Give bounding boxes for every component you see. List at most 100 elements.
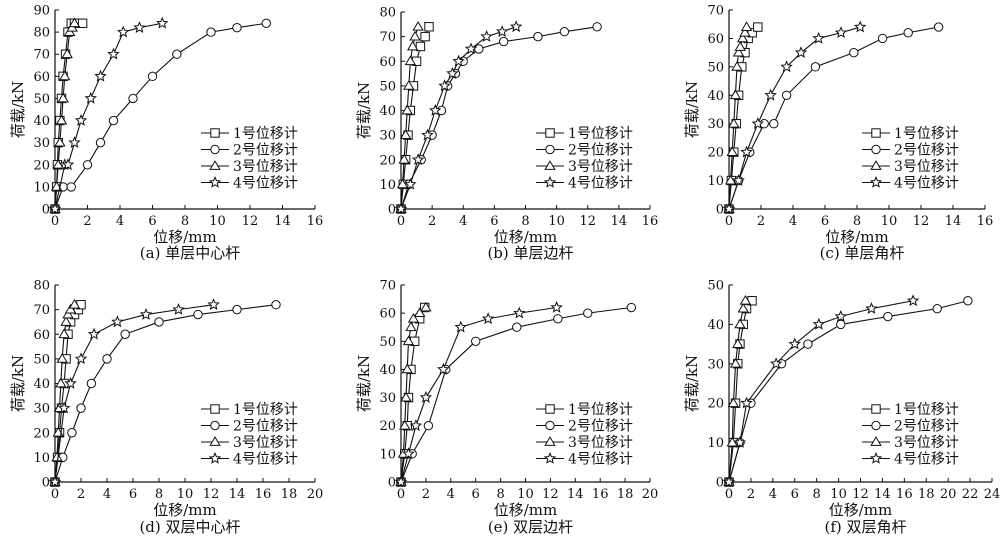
data-point (261, 18, 271, 28)
y-axis-label: 荷载/kN (9, 355, 27, 412)
data-point (111, 315, 124, 328)
series-4 (48, 16, 169, 215)
data-point (400, 391, 412, 402)
panel-f: 0 2 4 6 8 10 12 14 16 18 20 22 2401020304050位移/mm荷载/… (683, 279, 1000, 537)
data-point (154, 317, 164, 327)
series-line (400, 306, 557, 483)
data-point (139, 307, 153, 320)
x-tick-label: 2 (422, 487, 430, 502)
panel-a: 0 2 4 6 8 10 12 14 16 0 10 20 30 40 50 60 70 80 90 位移/mm 荷载/… (9, 4, 323, 263)
panel-caption: (a) 单层中心杆 (140, 244, 240, 262)
data-point (764, 88, 777, 101)
data-point (405, 321, 417, 332)
data-point (419, 391, 433, 403)
data-point (58, 328, 70, 339)
panel-caption: (d) 双层中心杆 (139, 518, 240, 536)
legend-marker (209, 160, 221, 170)
data-point (48, 202, 62, 215)
y-tick-label: 10 (33, 451, 50, 466)
legend-marker (543, 451, 557, 464)
data-point (207, 298, 220, 311)
data-point (810, 62, 821, 72)
y-tick-label: 40 (379, 363, 396, 378)
data-point (48, 475, 62, 488)
data-point (398, 153, 410, 164)
x-tick-label: 18 (281, 487, 298, 502)
y-tick-label: 70 (379, 279, 396, 294)
data-point (84, 91, 97, 104)
data-point (834, 309, 848, 322)
data-point (509, 20, 523, 33)
x-tick-label: 14 (567, 487, 584, 502)
legend-label: 3号位移计 (233, 435, 298, 451)
data-point (592, 22, 602, 32)
data-point (733, 436, 747, 448)
data-point (906, 294, 920, 307)
data-point (120, 329, 130, 339)
x-tick-label: 10 (177, 487, 194, 502)
legend-marker (545, 144, 555, 155)
y-tick-label: 0 (388, 476, 396, 491)
data-point (415, 41, 426, 52)
x-axis-label: 位移/mm (494, 228, 558, 246)
y-tick-label: 50 (707, 279, 724, 294)
y-tick-label: 40 (707, 89, 724, 104)
data-point (271, 300, 281, 310)
data-point (438, 79, 451, 92)
data-point (865, 302, 878, 314)
data-point (77, 18, 88, 28)
y-axis-label: 荷载/kN (683, 81, 701, 138)
legend-marker (545, 420, 555, 431)
legend-marker (870, 160, 882, 170)
data-point (732, 46, 745, 57)
x-tick-label: 0 (725, 487, 733, 502)
y-tick-label: 40 (33, 114, 50, 129)
x-tick-label: 6 (472, 487, 480, 502)
x-tick-label: 12 (242, 214, 259, 229)
data-point (550, 300, 563, 313)
x-tick-label: 2 (83, 214, 91, 229)
x-axis-label: 位移/mm (825, 228, 889, 246)
x-tick-label: 8 (155, 487, 163, 502)
data-point (471, 336, 481, 346)
data-point (62, 308, 74, 319)
x-tick-label: 2 (428, 214, 436, 229)
data-point (728, 117, 740, 128)
x-tick-label: 4 (447, 487, 455, 502)
data-point (64, 303, 77, 314)
y-tick-label: 70 (33, 48, 50, 63)
legend-label: 4号位移计 (233, 452, 298, 468)
y-tick-label: 50 (707, 60, 724, 75)
data-point (66, 182, 76, 192)
data-point (788, 337, 801, 350)
data-point (193, 309, 203, 320)
data-point (56, 353, 68, 363)
data-point (836, 319, 846, 330)
y-tick-label: 80 (33, 26, 50, 41)
series-line (400, 26, 419, 210)
data-point (55, 377, 67, 388)
data-point (480, 30, 493, 42)
x-tick-label: 16 (977, 214, 994, 229)
data-point (474, 44, 484, 54)
series-line (400, 26, 430, 210)
y-tick-label: 40 (33, 377, 50, 392)
y-tick-label: 50 (379, 79, 396, 94)
data-point (803, 339, 813, 349)
data-point (729, 89, 742, 100)
data-point (68, 17, 81, 28)
legend-label: 2号位移计 (894, 143, 959, 159)
x-tick-label: 14 (611, 214, 628, 229)
data-point (409, 419, 423, 432)
series-line (54, 22, 163, 210)
y-tick-label: 60 (707, 32, 724, 47)
data-point (626, 302, 637, 313)
x-tick-label: 16 (592, 487, 609, 502)
y-tick-label: 70 (379, 30, 396, 45)
panel-c: 0 2 4 6 8 10 12 14 16 0 10 20 30 40 50 60 70 位移/mm 荷载/kN (c… (683, 4, 993, 263)
data-point (54, 136, 66, 147)
data-point (734, 41, 746, 51)
panel-caption: (e) 双层边杆 (488, 518, 573, 536)
